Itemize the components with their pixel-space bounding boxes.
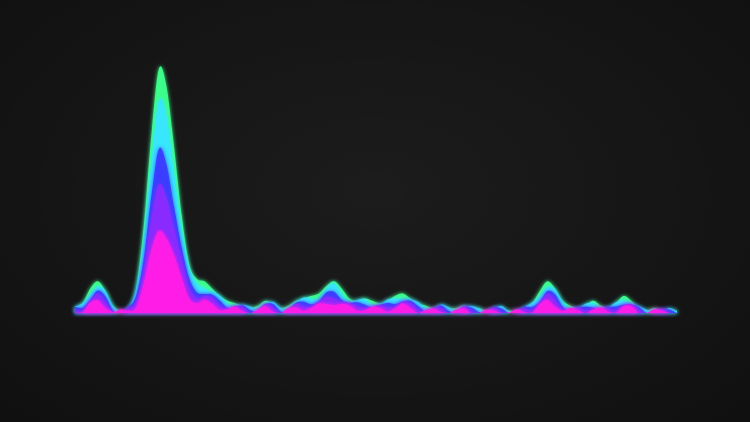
spectrum-layers bbox=[75, 66, 677, 313]
spectrum-layer-magenta bbox=[75, 230, 677, 313]
